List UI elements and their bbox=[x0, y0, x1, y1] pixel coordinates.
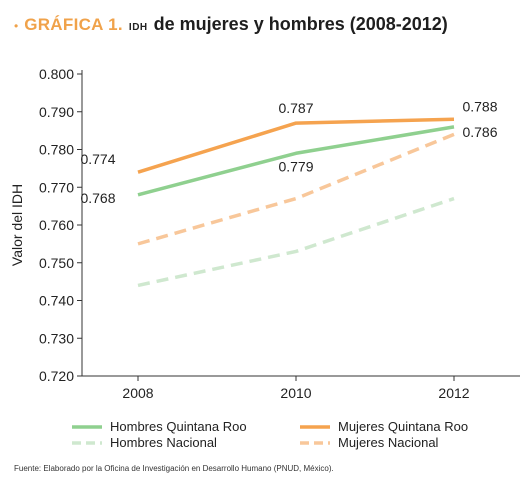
y-tick-label: 0.760 bbox=[39, 217, 74, 233]
legend-label: Mujeres Quintana Roo bbox=[338, 419, 468, 434]
y-tick-label: 0.800 bbox=[39, 66, 74, 82]
x-tick-label: 2008 bbox=[122, 385, 153, 401]
data-label: 0.768 bbox=[80, 190, 115, 206]
series-line-4 bbox=[137, 132, 455, 246]
y-axis-title: Valor del IDH bbox=[9, 184, 25, 266]
data-label: 0.779 bbox=[278, 158, 313, 174]
y-tick-label: 0.720 bbox=[39, 368, 74, 384]
x-tick-label: 2012 bbox=[438, 385, 469, 401]
legend-label: Mujeres Nacional bbox=[338, 435, 439, 450]
y-tick-label: 0.740 bbox=[39, 293, 74, 309]
chart-title: • GRÁFICA 1. IDH de mujeres y hombres (2… bbox=[14, 14, 518, 35]
title-prefix: GRÁFICA 1. bbox=[24, 15, 123, 34]
legend-label: Hombres Quintana Roo bbox=[110, 419, 247, 434]
data-label: 0.787 bbox=[278, 100, 313, 116]
title-idh: IDH bbox=[128, 22, 148, 33]
y-tick-label: 0.780 bbox=[39, 142, 74, 158]
series-line-1 bbox=[137, 125, 455, 197]
source-note: Fuente: Elaborado por la Oficina de Inve… bbox=[14, 464, 334, 473]
y-tick-label: 0.790 bbox=[39, 104, 74, 120]
y-tick-label: 0.730 bbox=[39, 330, 74, 346]
series-line-3 bbox=[137, 196, 455, 288]
legend-label: Hombres Nacional bbox=[110, 435, 217, 450]
y-tick-label: 0.770 bbox=[39, 179, 74, 195]
x-tick-label: 2010 bbox=[280, 385, 311, 401]
y-tick-label: 0.750 bbox=[39, 255, 74, 271]
data-label: 0.786 bbox=[462, 124, 497, 140]
title-bullet: • bbox=[14, 19, 19, 33]
data-label: 0.774 bbox=[80, 151, 115, 167]
series-line-2 bbox=[137, 117, 455, 174]
data-label: 0.788 bbox=[462, 98, 497, 114]
title-main: de mujeres y hombres (2008-2012) bbox=[153, 14, 448, 34]
